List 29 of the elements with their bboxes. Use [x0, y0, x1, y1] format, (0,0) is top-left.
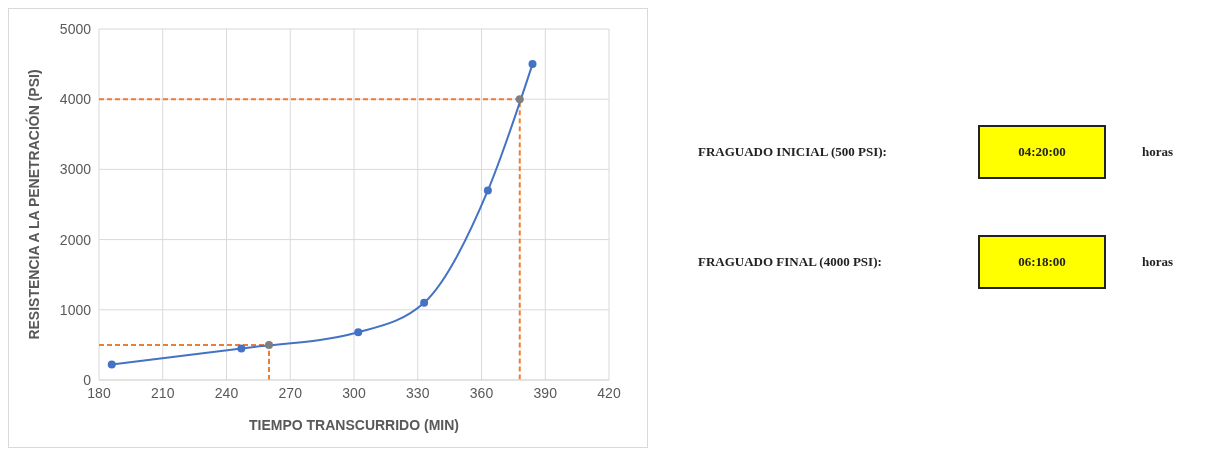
x-tick-label: 210	[151, 384, 175, 401]
point	[107, 360, 116, 369]
x-tick-label: 330	[406, 384, 430, 401]
text: horas	[1142, 254, 1174, 270]
x-tick-label: 420	[597, 384, 621, 401]
point	[354, 328, 363, 337]
x-axis-title: TIEMPO TRANSCURRIDO (MIN)	[249, 417, 459, 433]
y-tick-label: 3000	[59, 161, 92, 178]
x-tick-label: 270	[278, 384, 303, 401]
x-tick-label: 240	[214, 384, 239, 401]
x-tick-label: 390	[533, 384, 558, 401]
text: FRAGUADO FINAL (4000 PSI):	[698, 254, 883, 270]
x-tick-label: 360	[469, 384, 494, 401]
text: 04:20:00	[978, 125, 1106, 179]
text: 06:18:00	[978, 235, 1106, 289]
point	[237, 344, 246, 353]
point	[515, 95, 524, 104]
y-tick-label: 1000	[59, 301, 92, 318]
y-tick-label: 4000	[59, 91, 92, 108]
point	[420, 298, 429, 307]
text: horas	[1142, 144, 1174, 160]
y-tick-label: 2000	[59, 231, 92, 248]
x-tick-label: 300	[342, 384, 366, 401]
point	[265, 340, 273, 349]
point	[528, 60, 537, 69]
text: FRAGUADO INICIAL (500 PSI):	[698, 144, 888, 160]
y-tick-label: 5000	[59, 20, 92, 37]
point	[483, 186, 492, 195]
y-axis-title: RESISTENCIA A LA PENETRACIÓN (PSI)	[24, 69, 42, 340]
